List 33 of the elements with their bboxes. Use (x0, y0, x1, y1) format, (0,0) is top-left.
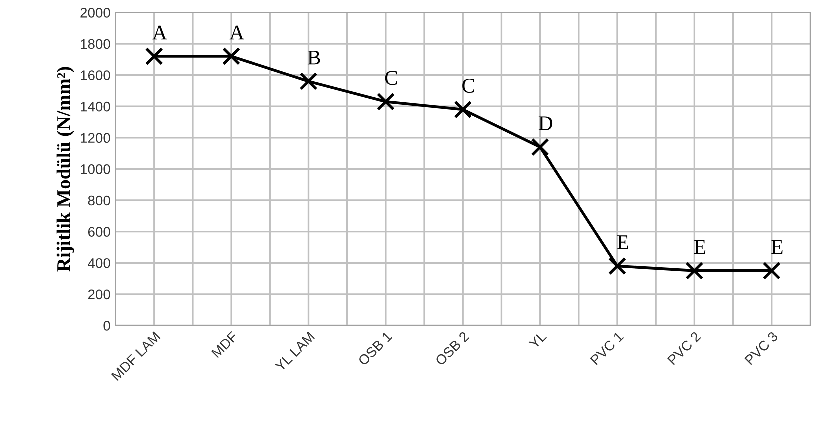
annotation: A (152, 26, 168, 40)
point (300, 72, 318, 91)
point (145, 47, 164, 66)
point (608, 257, 627, 276)
annotation: D (538, 116, 553, 130)
point (376, 92, 395, 111)
y-tick-label: 0 (104, 321, 110, 331)
point (454, 100, 472, 119)
y-tick-label: 1000 (81, 164, 110, 174)
point (686, 262, 704, 280)
y-tick-label: 400 (88, 258, 110, 268)
y-tick-label: 1800 (81, 39, 110, 50)
y-tick-label: 600 (88, 227, 110, 237)
y-tick-label: 800 (88, 196, 110, 206)
annotation: E (772, 240, 783, 254)
annotation: B (308, 50, 320, 65)
point (222, 47, 241, 66)
x-tick-label: YL (528, 331, 548, 350)
annotation: E (617, 236, 628, 250)
point (531, 138, 550, 156)
x-tick-label: OSB 1 (358, 331, 393, 366)
x-tick-label: OSB 2 (434, 331, 470, 366)
y-tick-label: 1200 (81, 133, 110, 144)
annotation: A (230, 26, 244, 40)
y-tick-label: 1400 (81, 102, 110, 112)
annotation: C (385, 71, 398, 86)
annotation: C (462, 78, 474, 93)
y-tick-label: 200 (88, 290, 110, 300)
y-tick-label: 1600 (81, 70, 110, 80)
y-tick-label: 2000 (80, 8, 110, 18)
y-axis-title: Rijitlik Modülü (N/mm²) (56, 67, 74, 272)
point (762, 262, 781, 280)
annotation: E (694, 240, 706, 254)
